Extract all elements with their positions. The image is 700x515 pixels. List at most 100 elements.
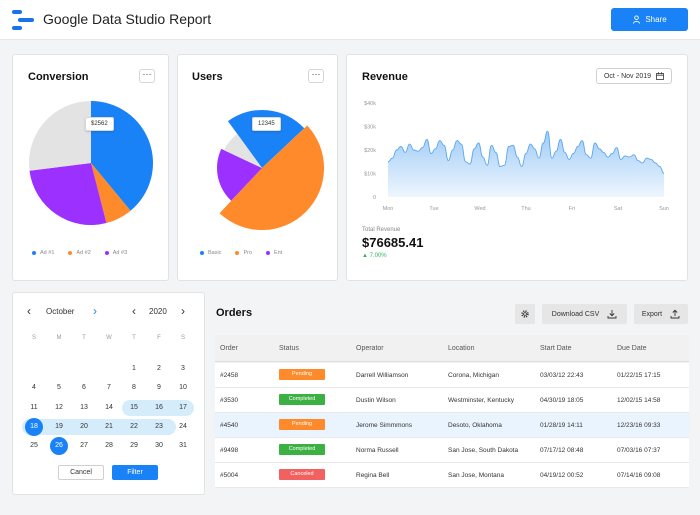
status-badge: Pending xyxy=(279,369,325,380)
calendar-day[interactable]: 6 xyxy=(82,384,86,391)
start-date-cell: 03/03/12 22:43 xyxy=(540,372,584,379)
calendar-day[interactable]: 28 xyxy=(105,442,113,449)
calendar-day[interactable]: 23 xyxy=(155,423,163,430)
calendar-day[interactable]: 25 xyxy=(30,442,38,449)
column-header-operator[interactable]: Operator xyxy=(356,345,384,352)
date-range-label: Oct - Nov 2019 xyxy=(603,72,652,80)
date-range-picker[interactable]: Oct - Nov 2019 xyxy=(596,68,672,84)
status-badge: Completed xyxy=(279,394,325,405)
calendar-day[interactable]: 3 xyxy=(181,365,185,372)
operator-cell: Dustin Wilson xyxy=(356,397,396,404)
calendar-day[interactable]: 16 xyxy=(155,404,163,411)
weekday-label: W xyxy=(106,335,112,341)
table-row[interactable]: #2458 Darrell Williamson Corona, Michigan 0… xyxy=(215,363,689,388)
column-header-start-date[interactable]: Start Date xyxy=(540,345,572,352)
calendar-day[interactable]: 5 xyxy=(57,384,61,391)
order-cell: #3530 xyxy=(220,397,239,404)
order-cell: #9498 xyxy=(220,447,239,454)
status-badge: Canceled xyxy=(279,469,325,480)
calendar-day[interactable]: 19 xyxy=(55,423,63,430)
revenue-area-fill xyxy=(388,131,664,197)
calendar-day[interactable]: 24 xyxy=(179,423,187,430)
pie-slice-other xyxy=(224,134,262,168)
calendar-day[interactable]: 1 xyxy=(132,365,136,372)
calendar-day[interactable]: 7 xyxy=(107,384,111,391)
weekday-label: M xyxy=(56,335,62,341)
start-date-cell: 01/28/19 14:11 xyxy=(540,422,583,429)
calendar-day[interactable]: 14 xyxy=(105,404,113,411)
column-header-due-date[interactable]: Due Date xyxy=(617,345,647,352)
prev-month-button[interactable]: ‹ xyxy=(27,304,31,318)
location-cell: San Jose, Montana xyxy=(448,472,505,479)
table-row[interactable]: #5004 Regina Bell San Jose, Montana 04/19/1… xyxy=(215,463,689,488)
start-date-cell: 04/30/19 18:05 xyxy=(540,397,584,404)
weekday-label: S xyxy=(31,335,36,341)
calendar-day[interactable]: 4 xyxy=(32,384,36,391)
pie-slice-ad-2 xyxy=(91,163,131,224)
cancel-button[interactable]: Cancel xyxy=(58,465,104,480)
filter-button[interactable]: Filter xyxy=(112,465,158,480)
pie-slice-ad-3 xyxy=(29,163,107,225)
users-pie-chart xyxy=(217,110,325,231)
revenue-title: Revenue xyxy=(362,71,408,83)
calendar-card xyxy=(12,292,205,495)
operator-cell: Regina Bell xyxy=(356,472,390,479)
calendar-day[interactable]: 26 xyxy=(55,442,63,449)
conversion-menu-button[interactable]: ··· xyxy=(139,69,155,83)
column-header-status[interactable]: Status xyxy=(279,345,299,352)
order-cell: #5004 xyxy=(220,472,239,479)
calendar-day[interactable]: 31 xyxy=(179,442,187,449)
legend-label: Ad #3 xyxy=(112,250,128,256)
pie-slice-basic xyxy=(227,110,305,168)
conversion-title: Conversion xyxy=(28,71,89,83)
calendar-day[interactable]: 18 xyxy=(30,423,38,430)
y-tick-label: $10k xyxy=(364,172,376,178)
calendar-day[interactable]: 21 xyxy=(105,423,113,430)
table-row[interactable]: #9498 Norma Russell San Jose, South Dakota… xyxy=(215,438,689,463)
column-header-location[interactable]: Location xyxy=(448,345,475,352)
calendar-day[interactable]: 12 xyxy=(55,404,63,411)
orders-title: Orders xyxy=(216,307,253,319)
x-tick-label: Sun xyxy=(659,206,669,212)
revenue-line xyxy=(387,130,665,174)
calendar-day[interactable]: 8 xyxy=(132,384,136,391)
calendar-day[interactable]: 30 xyxy=(155,442,163,449)
calendar-day[interactable]: 13 xyxy=(80,404,88,411)
calendar-day[interactable]: 17 xyxy=(179,404,187,411)
x-tick-label: Thu xyxy=(521,206,530,212)
calendar-day[interactable]: 10 xyxy=(179,384,187,391)
calendar-day[interactable]: 2 xyxy=(157,365,161,372)
legend-label: Ent xyxy=(274,250,283,256)
calendar-day[interactable]: 27 xyxy=(80,442,88,449)
legend-label: Ad #2 xyxy=(76,250,91,256)
calendar-day[interactable]: 20 xyxy=(80,423,88,430)
user-icon xyxy=(633,15,641,24)
gear-icon xyxy=(521,310,529,318)
calendar-day[interactable]: 29 xyxy=(130,442,138,449)
status-badge: Completed xyxy=(279,444,325,455)
calendar-day[interactable]: 15 xyxy=(130,404,138,411)
users-menu-button[interactable]: ··· xyxy=(308,69,324,83)
table-row[interactable]: #3530 Dustin Wilson Westminster, Kentucky 0… xyxy=(215,388,689,413)
calendar-day[interactable]: 9 xyxy=(157,384,161,391)
prev-year-button[interactable]: ‹ xyxy=(132,304,136,318)
date-range-highlight xyxy=(22,419,176,435)
export-button[interactable]: Export xyxy=(634,304,688,324)
legend-item-pro: Pro xyxy=(235,250,252,256)
column-header-order[interactable]: Order xyxy=(220,345,238,352)
next-month-button[interactable]: › xyxy=(93,304,97,318)
calendar-day[interactable]: 22 xyxy=(130,423,138,430)
calendar-day[interactable]: 11 xyxy=(30,404,38,411)
table-row[interactable]: #4540 Jerome Simmmons Desoto, Oklahoma 01/2… xyxy=(215,413,689,438)
settings-button[interactable] xyxy=(515,304,535,324)
weekday-label: S xyxy=(180,335,185,341)
start-date-cell: 04/19/12 00:52 xyxy=(540,472,584,479)
share-label: Share xyxy=(645,15,667,24)
legend-label: Ad #1 xyxy=(40,250,55,256)
next-year-button[interactable]: › xyxy=(181,304,185,318)
share-button[interactable]: Share xyxy=(611,8,688,31)
operator-cell: Norma Russell xyxy=(356,447,399,454)
y-tick-label: $30k xyxy=(364,125,376,131)
download-csv-button[interactable]: Download CSV xyxy=(542,304,627,324)
due-date-cell: 12/23/16 09:33 xyxy=(617,422,661,429)
